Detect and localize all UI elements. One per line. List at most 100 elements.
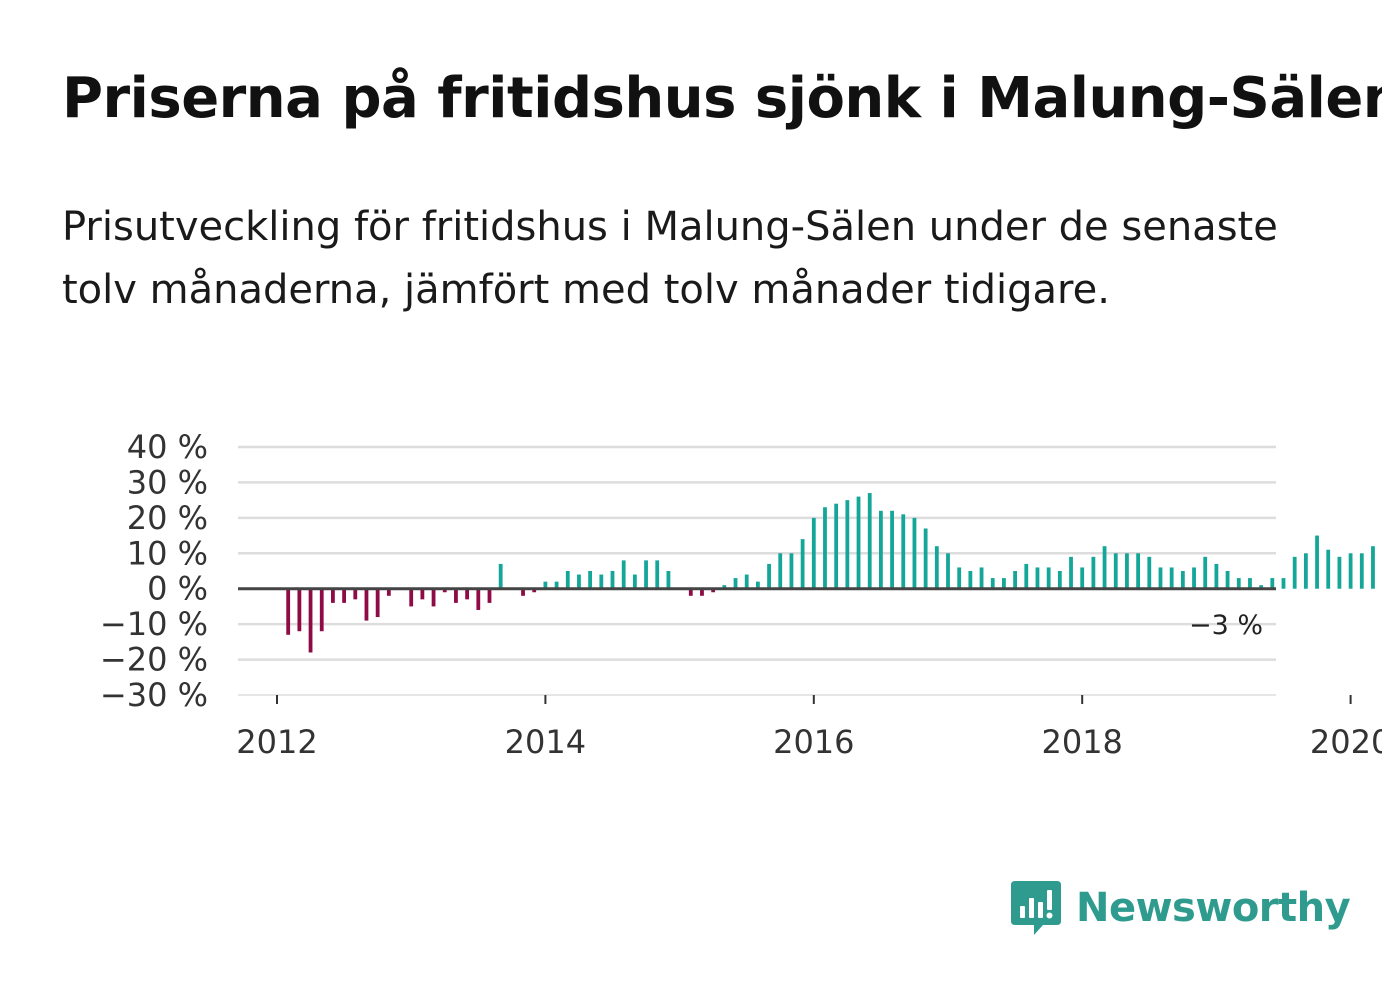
bar: [442, 588, 447, 593]
bar: [1046, 567, 1051, 589]
x-tick-label: 2016: [773, 723, 854, 761]
bar: [409, 588, 414, 607]
bar: [957, 567, 962, 589]
y-tick-label: 40 %: [127, 428, 208, 466]
newsworthy-brand: Newsworthy: [1010, 876, 1351, 940]
bar: [990, 578, 995, 589]
bar: [498, 563, 503, 589]
bar: [1348, 553, 1353, 589]
bar: [1013, 571, 1017, 589]
bar: [901, 514, 906, 589]
x-axis: 20122014201620182020202220242026: [236, 695, 1382, 761]
bar: [767, 563, 771, 589]
bar: [1069, 556, 1073, 589]
y-tick-label: 30 %: [127, 463, 208, 501]
bar: [565, 571, 570, 589]
y-tick-label: −10 %: [100, 605, 208, 643]
bars: [286, 493, 1375, 653]
bar: [1303, 553, 1308, 589]
bar: [308, 588, 313, 653]
bar: [386, 588, 391, 596]
bar: [1248, 578, 1252, 589]
bar: [666, 571, 671, 589]
bar: [454, 588, 458, 603]
y-tick-label: −20 %: [100, 641, 208, 679]
bar: [1024, 563, 1029, 589]
bar: [968, 571, 973, 589]
bar: [632, 574, 637, 589]
bar: [1236, 578, 1241, 589]
bar: [778, 553, 783, 589]
bar: [465, 588, 470, 600]
bar: [1136, 553, 1141, 589]
bar: [1158, 567, 1163, 589]
bar: [521, 588, 525, 596]
bar: [1371, 546, 1375, 589]
y-axis: 40 %30 %20 %10 %0 %−10 %−20 %−30 %: [100, 428, 208, 714]
bar: [543, 581, 548, 589]
bar: [845, 500, 850, 589]
y-tick-label: 0 %: [147, 570, 208, 608]
x-tick-label: 2018: [1041, 723, 1122, 761]
newsworthy-logo-icon: [1011, 881, 1061, 935]
bar: [1057, 571, 1062, 589]
x-tick-label: 2012: [236, 723, 317, 761]
chart-subtitle: Prisutveckling för fritidshus i Malung-S…: [62, 204, 1278, 313]
bar: [599, 574, 604, 589]
bar: [1359, 553, 1364, 589]
bar: [621, 560, 626, 589]
y-tick-label: −30 %: [100, 676, 208, 714]
bar: [688, 588, 693, 596]
bar: [789, 553, 794, 589]
bar: [1125, 553, 1129, 589]
bar: [476, 588, 481, 610]
bar: [1091, 556, 1096, 589]
bar: [934, 546, 939, 589]
bar: [286, 588, 291, 635]
bar: [1169, 567, 1174, 589]
bar: [1337, 556, 1342, 589]
bar: [331, 588, 335, 603]
bar: [744, 574, 749, 589]
bar: [487, 588, 492, 603]
bar: [655, 560, 660, 589]
bar: [811, 517, 816, 589]
bar: [879, 510, 883, 589]
bar: [342, 588, 346, 603]
bar: [1203, 556, 1208, 589]
bar: [1214, 563, 1219, 589]
bar: [711, 588, 716, 593]
bar: [644, 560, 648, 589]
bar: [979, 567, 984, 589]
bar: [867, 493, 872, 589]
bar: [364, 588, 369, 621]
bar: [375, 588, 380, 618]
bar: [700, 588, 704, 596]
grid-lines: [238, 445, 1276, 696]
bar: [431, 588, 436, 607]
bar: [755, 581, 760, 589]
bar: [1270, 578, 1275, 589]
bar: [733, 578, 738, 589]
bar: [319, 588, 324, 632]
x-tick-label: 2014: [505, 723, 586, 761]
bar: [856, 496, 861, 589]
bar: [1281, 578, 1286, 589]
bar: [532, 588, 537, 593]
bar: [297, 588, 302, 632]
bar: [890, 510, 894, 589]
y-tick-label: 10 %: [127, 534, 208, 572]
bar: [420, 588, 425, 600]
bar: [800, 539, 805, 589]
bar: [554, 581, 559, 589]
bar: [1259, 585, 1264, 589]
bar: [1326, 549, 1331, 589]
brand-name: Newsworthy: [1076, 885, 1351, 931]
bar: [1035, 567, 1040, 589]
bar: [1292, 556, 1297, 589]
bar: [1315, 535, 1319, 589]
bar: [946, 553, 950, 589]
y-tick-label: 20 %: [127, 499, 208, 537]
bar: [610, 571, 615, 589]
bar: [1225, 571, 1230, 589]
